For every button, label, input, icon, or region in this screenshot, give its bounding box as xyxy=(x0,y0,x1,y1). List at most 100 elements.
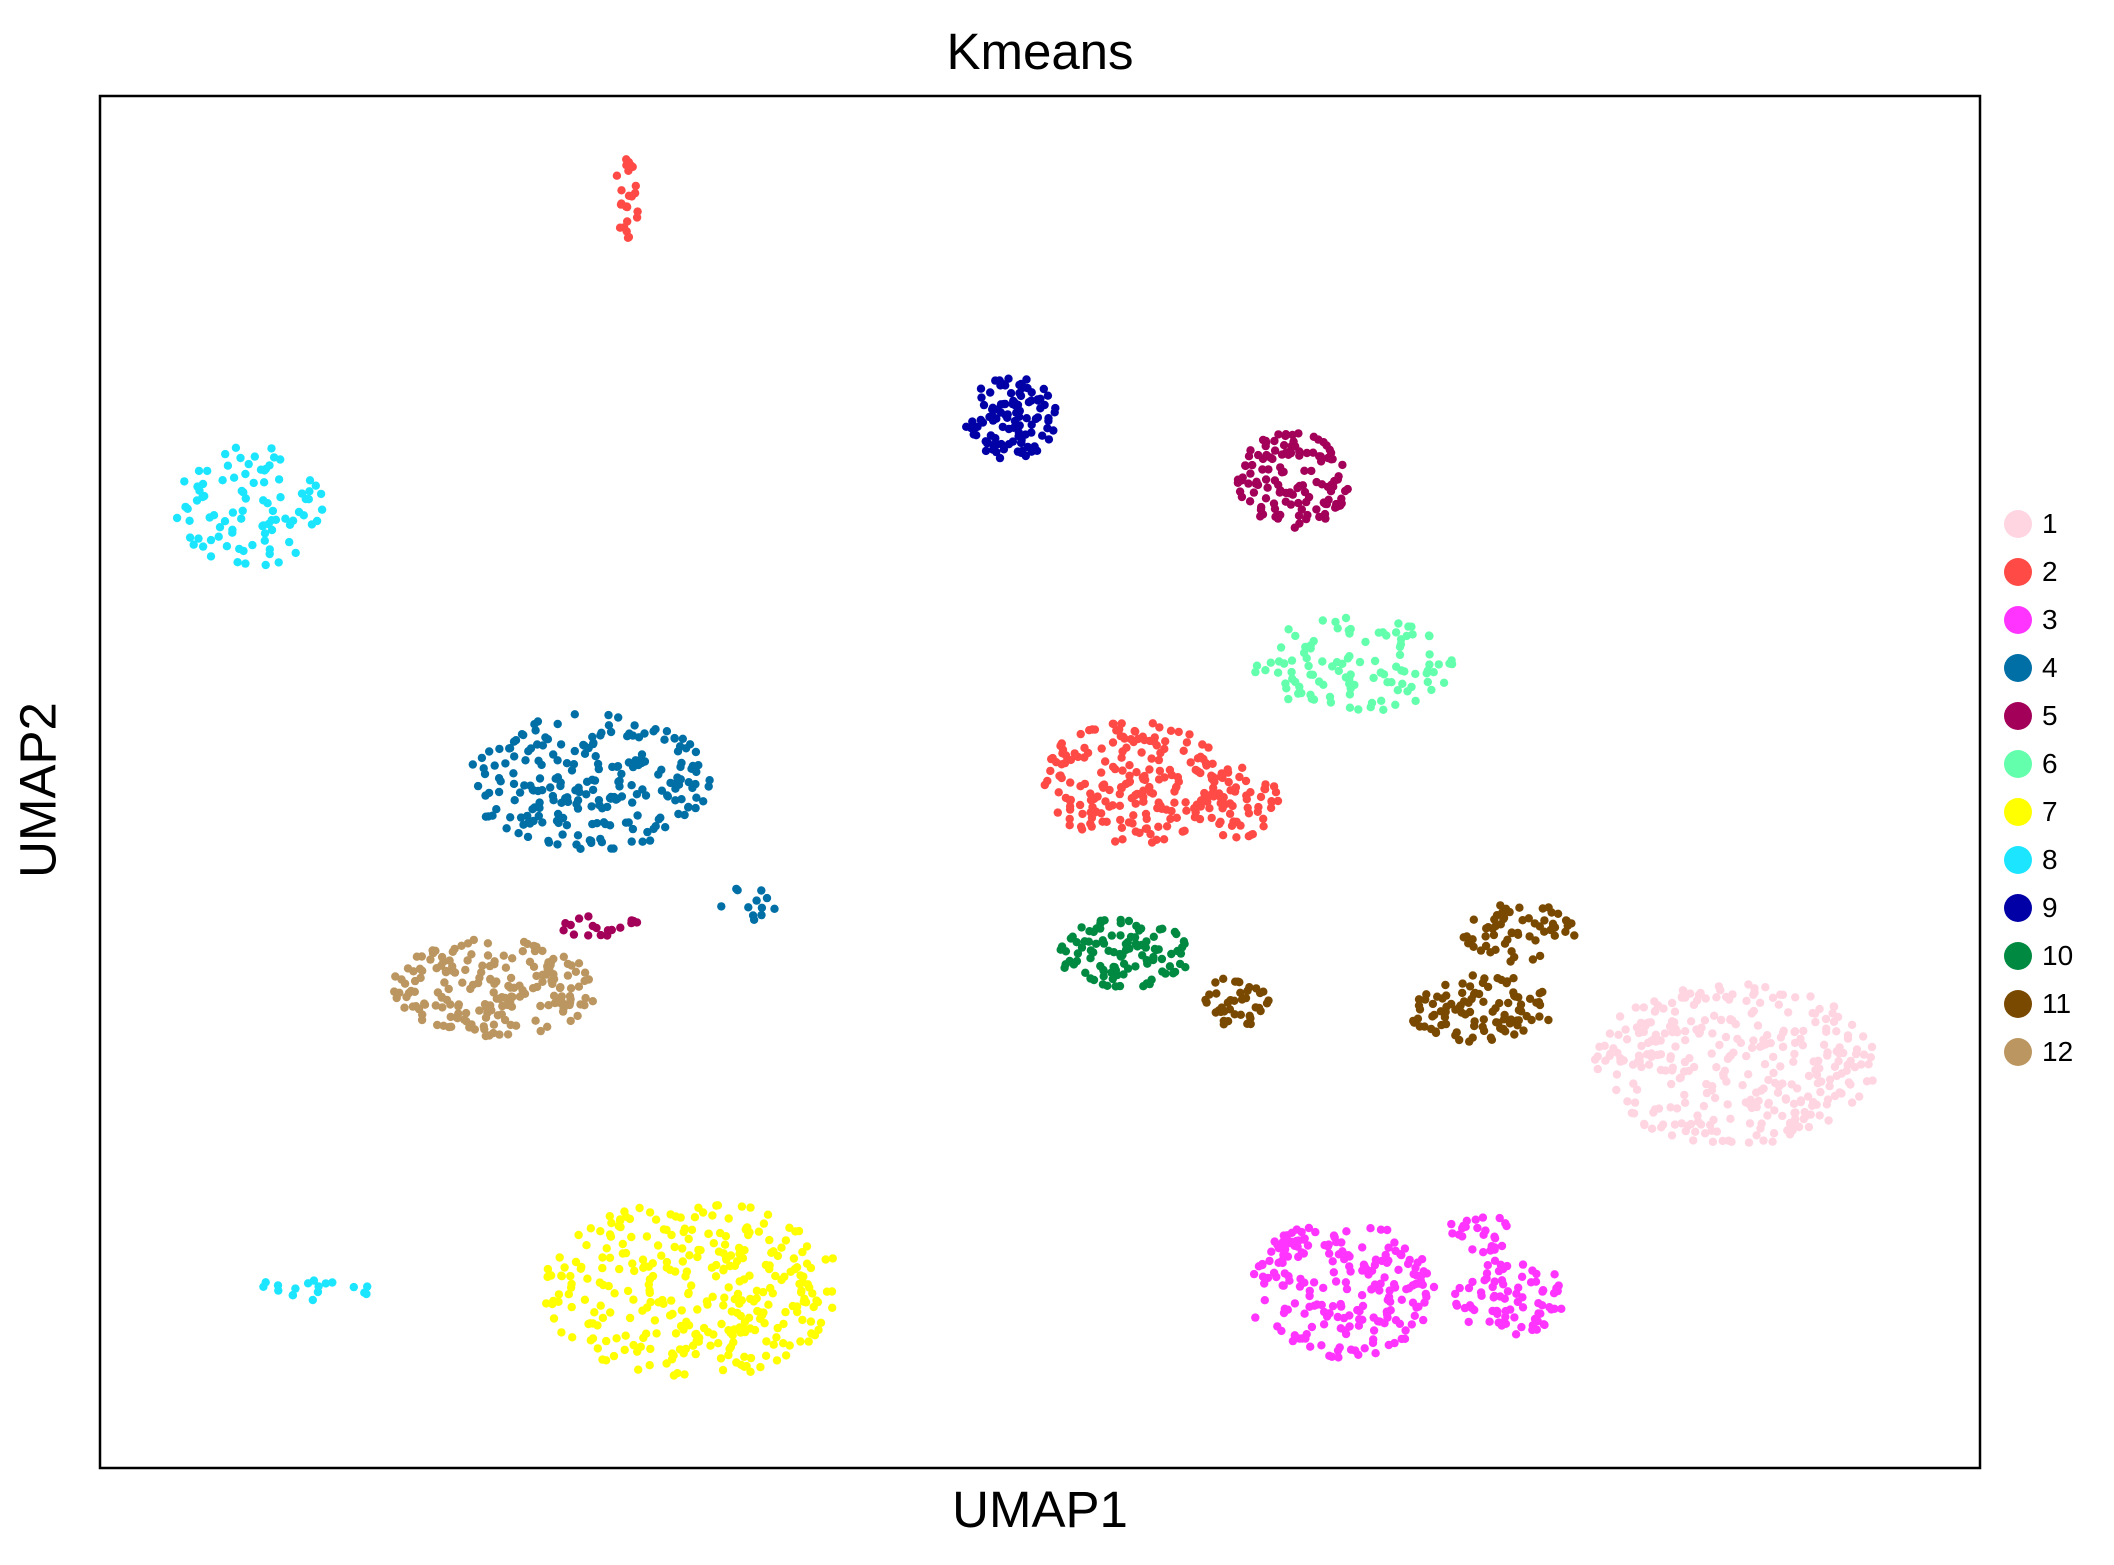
point-2 xyxy=(1152,741,1162,750)
point-11 xyxy=(1236,988,1245,997)
point-2 xyxy=(1110,764,1120,774)
point-4 xyxy=(535,803,544,813)
point-6 xyxy=(1273,668,1283,677)
point-7 xyxy=(566,1283,576,1292)
point-8 xyxy=(228,528,237,537)
point-5 xyxy=(1279,467,1288,477)
point-8 xyxy=(244,459,253,469)
point-2 xyxy=(627,192,636,201)
point-8 xyxy=(195,486,204,495)
point-6 xyxy=(1425,650,1434,659)
point-7 xyxy=(580,1295,590,1305)
point-1 xyxy=(1811,1057,1821,1067)
point-7 xyxy=(771,1271,780,1281)
point-7 xyxy=(665,1311,675,1320)
point-4 xyxy=(492,805,501,814)
point-10 xyxy=(1123,964,1133,973)
point-12 xyxy=(538,946,547,956)
point-1 xyxy=(1832,1027,1841,1036)
point-12 xyxy=(507,1002,517,1011)
point-7 xyxy=(542,1299,551,1308)
point-1 xyxy=(1650,1105,1660,1114)
point-7 xyxy=(693,1305,702,1314)
point-3 xyxy=(1342,1227,1351,1236)
point-9 xyxy=(1008,399,1017,409)
point-3 xyxy=(1380,1273,1389,1282)
point-1 xyxy=(1754,1096,1763,1106)
point-3 xyxy=(1518,1260,1528,1269)
point-8 xyxy=(206,552,216,561)
series-6 xyxy=(1251,613,1457,714)
point-1 xyxy=(1700,1016,1710,1025)
point-1 xyxy=(1628,1060,1638,1069)
point-6 xyxy=(1439,678,1449,687)
point-3 xyxy=(1380,1319,1389,1328)
point-1 xyxy=(1619,1056,1628,1065)
point-2 xyxy=(1154,822,1163,831)
point-2 xyxy=(1077,825,1087,834)
point-8 xyxy=(259,478,269,487)
point-4 xyxy=(752,896,761,905)
point-1 xyxy=(1593,1064,1603,1074)
point-3 xyxy=(1528,1266,1537,1275)
series-4 xyxy=(468,710,779,924)
point-4 xyxy=(615,776,624,785)
point-2 xyxy=(1048,753,1057,763)
point-3 xyxy=(1324,1240,1333,1249)
point-5 xyxy=(1290,523,1300,532)
point-4 xyxy=(717,902,726,911)
point-3 xyxy=(1303,1241,1313,1250)
point-11 xyxy=(1251,1003,1260,1012)
point-8 xyxy=(249,478,258,488)
point-4 xyxy=(544,838,554,847)
point-4 xyxy=(523,832,533,842)
point-4 xyxy=(556,740,566,749)
point-12 xyxy=(571,967,581,976)
point-6 xyxy=(1251,667,1260,677)
legend-swatch xyxy=(2004,894,2032,922)
point-6 xyxy=(1284,625,1293,634)
point-4 xyxy=(633,811,642,820)
point-11 xyxy=(1518,916,1527,925)
point-4 xyxy=(496,777,505,786)
point-3 xyxy=(1333,1312,1343,1322)
point-7 xyxy=(752,1294,761,1303)
point-6 xyxy=(1394,619,1403,628)
point-3 xyxy=(1328,1257,1337,1266)
point-6 xyxy=(1299,648,1309,658)
point-7 xyxy=(679,1349,688,1358)
point-6 xyxy=(1379,705,1388,714)
point-9 xyxy=(1012,407,1022,417)
point-4 xyxy=(573,831,583,840)
point-10 xyxy=(1117,952,1126,961)
point-7 xyxy=(802,1242,812,1251)
point-7 xyxy=(828,1303,837,1313)
point-10 xyxy=(1089,948,1098,957)
point-3 xyxy=(1483,1261,1493,1270)
point-11 xyxy=(1235,978,1244,987)
point-1 xyxy=(1657,1123,1666,1132)
point-7 xyxy=(564,1290,573,1299)
point-7 xyxy=(764,1300,773,1309)
point-12 xyxy=(536,1001,545,1011)
point-11 xyxy=(1479,1026,1489,1036)
point-12 xyxy=(426,955,435,964)
point-9 xyxy=(1043,391,1053,400)
point-2 xyxy=(617,186,626,195)
point-9 xyxy=(979,400,989,410)
point-2 xyxy=(1108,738,1118,747)
point-1 xyxy=(1629,1109,1639,1118)
point-3 xyxy=(1279,1308,1289,1318)
point-1 xyxy=(1744,1070,1753,1079)
point-8 xyxy=(260,536,269,545)
point-2 xyxy=(1097,768,1106,777)
point-1 xyxy=(1791,993,1800,1002)
point-7 xyxy=(691,1349,700,1359)
point-7 xyxy=(777,1275,786,1285)
point-11 xyxy=(1517,1007,1526,1016)
legend-item-5: 5 xyxy=(2004,692,2073,740)
point-6 xyxy=(1282,684,1291,693)
point-11 xyxy=(1540,927,1549,936)
point-6 xyxy=(1261,666,1270,675)
point-4 xyxy=(638,785,647,794)
